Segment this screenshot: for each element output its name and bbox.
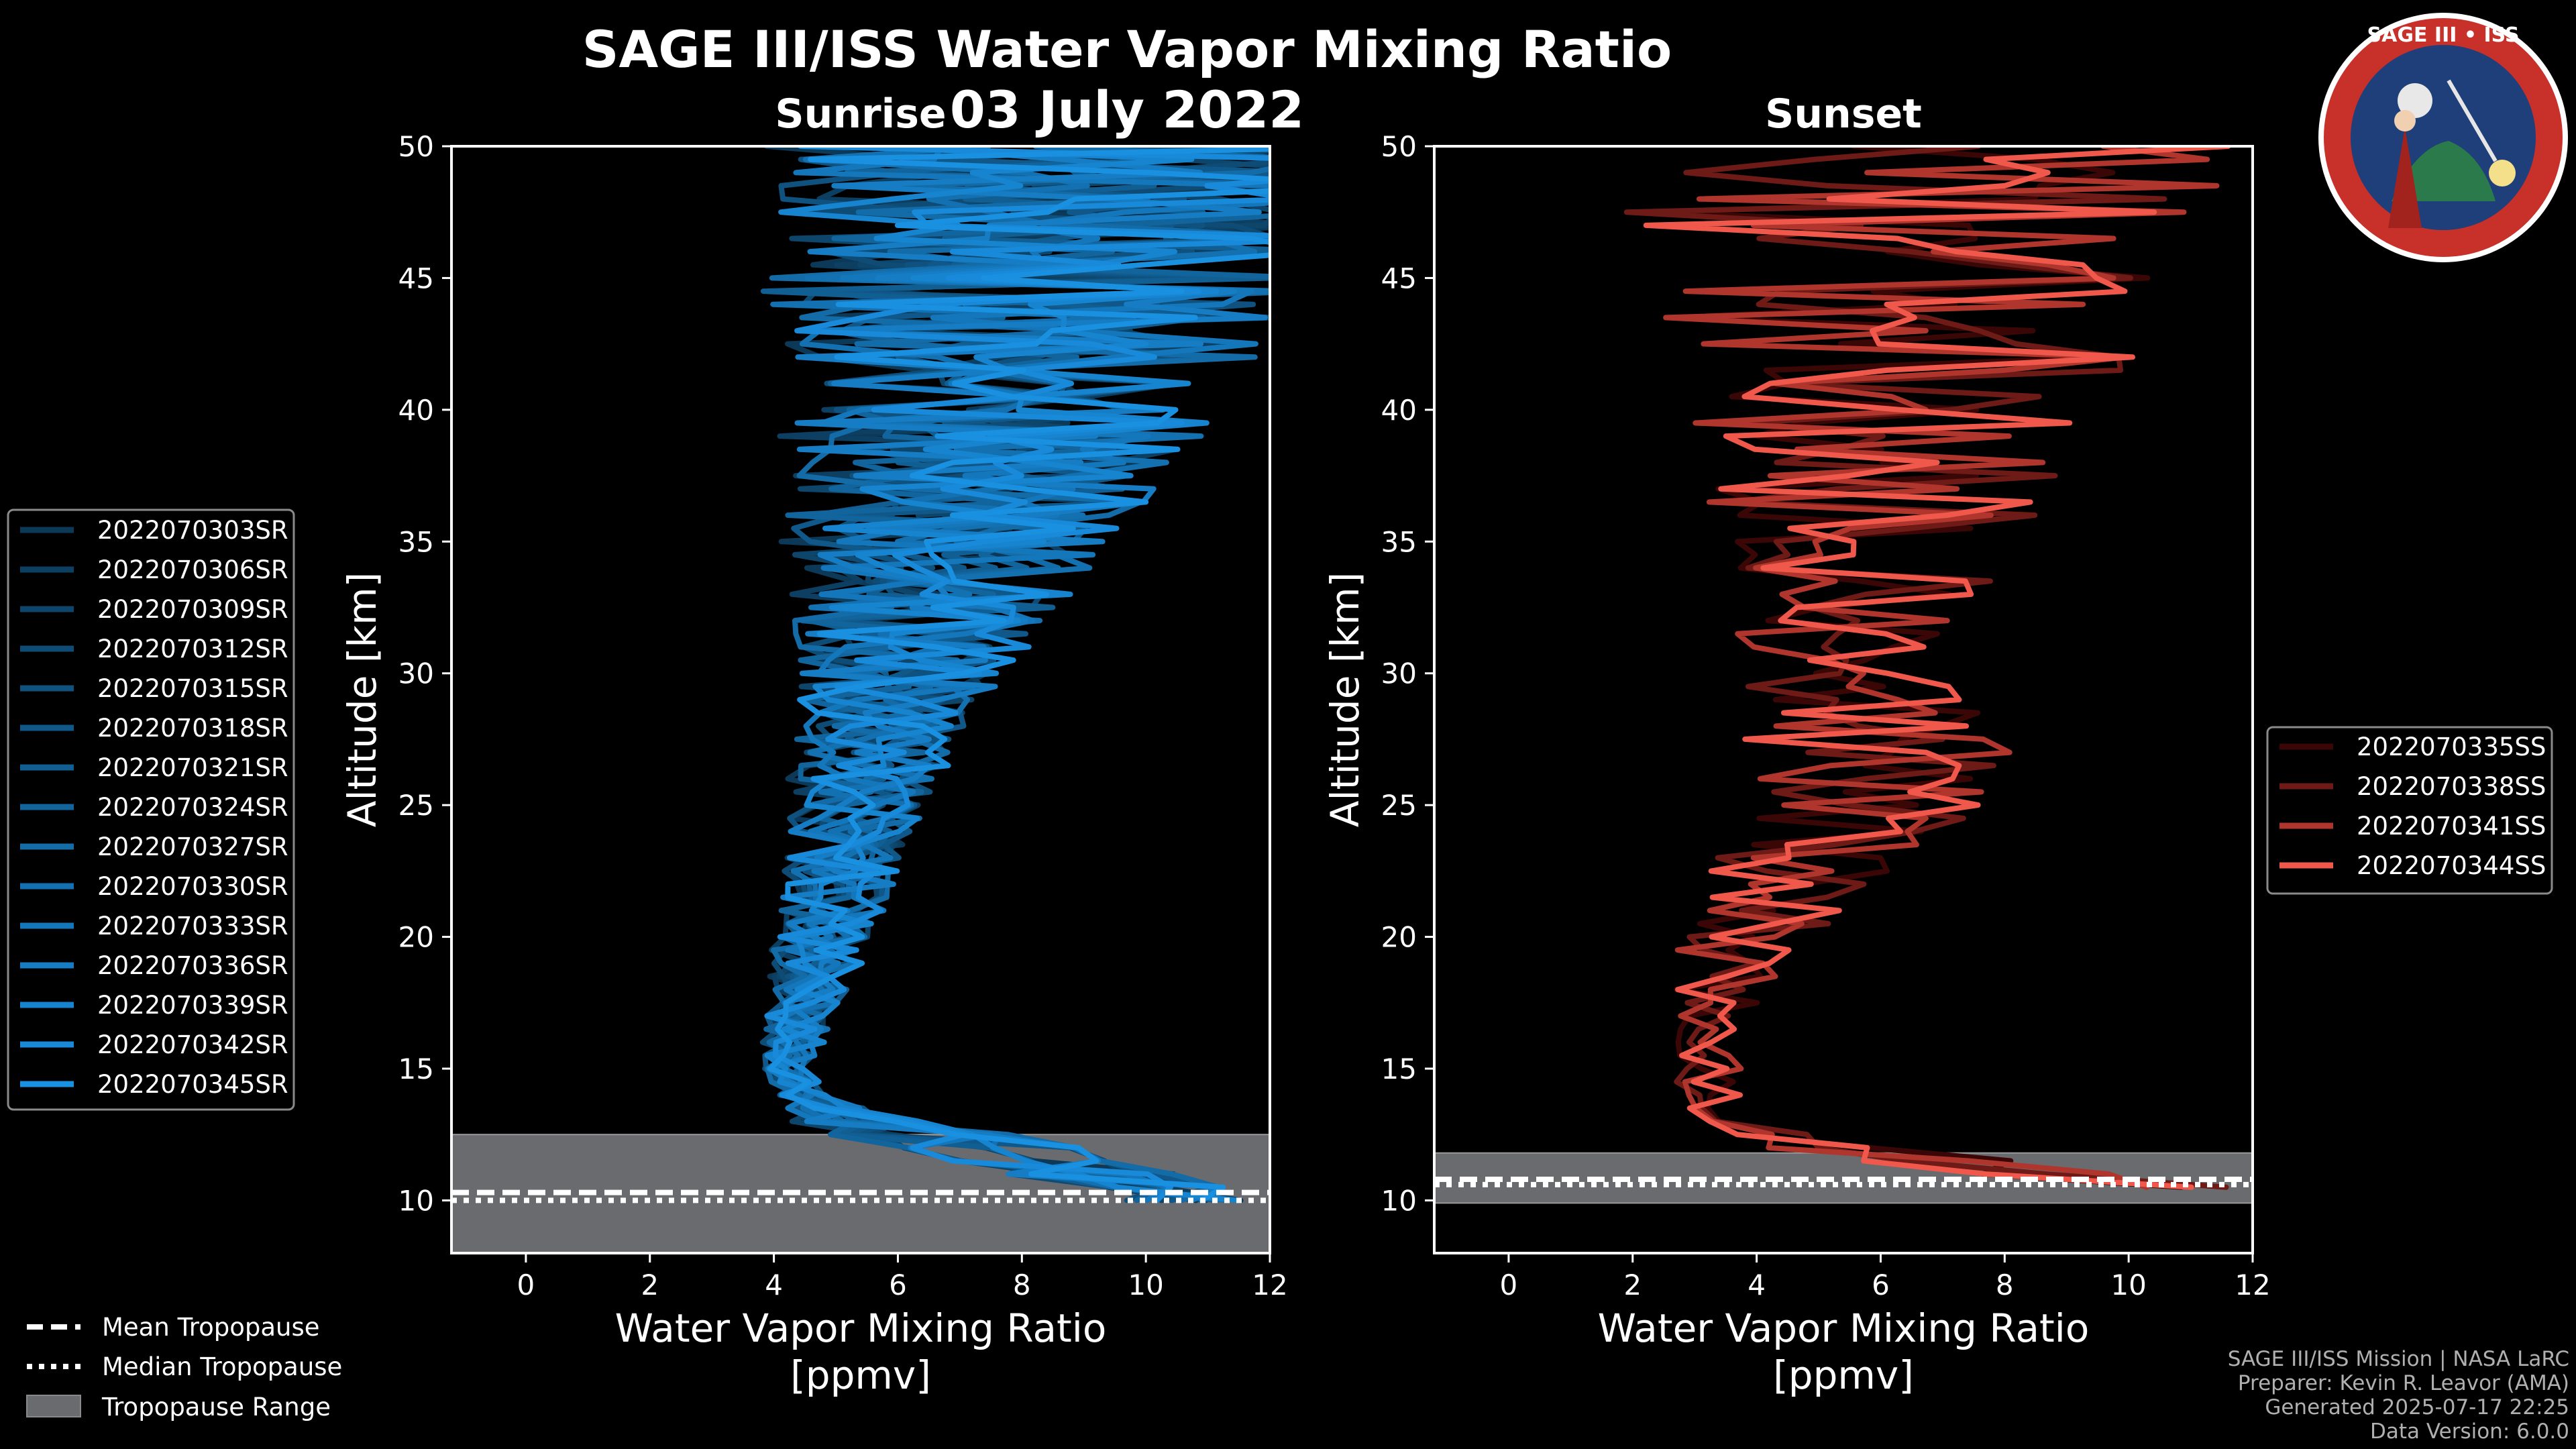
- legend-label-2022070345SR: 2022070345SR: [97, 1070, 288, 1099]
- legend-label-2022070344SS: 2022070344SS: [2357, 851, 2546, 880]
- sunrise-panel-title: Sunrise: [775, 91, 946, 138]
- profile-2022070345SR: [767, 146, 1270, 1203]
- x-tick-label: 4: [1748, 1269, 1766, 1301]
- sunrise-xlabel-units: [ppmv]: [790, 1352, 931, 1398]
- y-tick-label: 30: [1381, 657, 1417, 690]
- legend-label-2022070341SS: 2022070341SS: [2357, 812, 2546, 841]
- x-tick-label: 10: [1128, 1269, 1163, 1301]
- x-tick-label: 6: [1872, 1269, 1890, 1301]
- y-tick-label: 25: [1381, 789, 1417, 822]
- y-tick-label: 45: [1381, 262, 1417, 294]
- sunset-xlabel: Water Vapor Mixing Ratio: [1598, 1305, 2090, 1351]
- tropopause-legend: Mean Tropopause Median Tropopause Tropop…: [26, 1313, 342, 1421]
- y-tick-label: 20: [1381, 921, 1417, 954]
- legend-label-2022070330SR: 2022070330SR: [97, 872, 288, 901]
- x-tick-label: 10: [2110, 1269, 2146, 1301]
- legend-label-2022070342SR: 2022070342SR: [97, 1030, 288, 1059]
- x-tick-label: 12: [2235, 1269, 2270, 1301]
- legend-label-2022070335SS: 2022070335SS: [2357, 733, 2546, 761]
- y-tick-label: 25: [398, 789, 434, 822]
- y-tick-label: 50: [1381, 130, 1417, 163]
- sunrise-ylabel: Altitude [km]: [339, 572, 385, 827]
- sunset-profiles: [1623, 146, 2231, 1190]
- x-tick-label: 4: [765, 1269, 783, 1301]
- sunrise-profiles: [759, 146, 1270, 1203]
- sunset-tropopause-lines: [1434, 1177, 2253, 1187]
- x-tick-label: 2: [1623, 1269, 1642, 1301]
- credit-preparer: Preparer: Kevin R. Leavor (AMA): [2238, 1371, 2569, 1395]
- legend-label-2022070318SR: 2022070318SR: [97, 714, 288, 743]
- sunset-ylabel: Altitude [km]: [1322, 572, 1368, 827]
- y-tick-label: 10: [1381, 1184, 1417, 1217]
- legend-label-2022070336SR: 2022070336SR: [97, 951, 288, 980]
- sunrise-ticks: 0 2 4 6 8 10 12 10 15 20 25 30 35 40 45 50: [398, 130, 1288, 1301]
- tropopause-range-label: Tropopause Range: [101, 1393, 331, 1421]
- y-tick-label: 20: [398, 921, 434, 954]
- y-tick-label: 40: [1381, 394, 1417, 427]
- legend-label-2022070309SR: 2022070309SR: [97, 595, 288, 624]
- legend-label-2022070324SR: 2022070324SR: [97, 793, 288, 822]
- legend-label-2022070306SR: 2022070306SR: [97, 555, 288, 584]
- sunrise-plot-frame: [450, 145, 1271, 1254]
- logo-top-text: SAGE III • ISS: [2367, 23, 2520, 47]
- legend-label-2022070327SR: 2022070327SR: [97, 833, 288, 861]
- sunrise-tropopause-lines: [451, 1189, 1270, 1203]
- figure-title: SAGE III/ISS Water Vapor Mixing Ratio: [582, 19, 1672, 79]
- legend-label-2022070338SS: 2022070338SS: [2357, 772, 2546, 801]
- sunrise-panel: 0 2 4 6 8 10 12 10 15 20 25 30 35 40 45 50 Water Vapor …: [339, 130, 1288, 1398]
- mean-tropopause-label: Mean Tropopause: [102, 1313, 320, 1342]
- figure-date: 03 July 2022: [950, 80, 1304, 140]
- sunset-xlabel-units: [ppmv]: [1773, 1352, 1914, 1398]
- y-tick-label: 50: [398, 130, 434, 163]
- sage-mission-logo: SAGE III • ISS: [2318, 13, 2568, 262]
- y-tick-label: 45: [398, 262, 434, 294]
- sunset-legend: 2022070335SS 2022070338SS 2022070341SS 2022…: [2266, 726, 2553, 895]
- x-tick-label: 0: [1500, 1269, 1518, 1301]
- x-tick-label: 2: [641, 1269, 659, 1301]
- legend-label-2022070321SR: 2022070321SR: [97, 753, 288, 782]
- profile-2022070344SS: [1643, 146, 2231, 1190]
- legend-label-2022070339SR: 2022070339SR: [97, 991, 288, 1020]
- y-tick-label: 35: [398, 525, 434, 558]
- credit-generated: Generated 2025-07-17 22:25: [2265, 1395, 2569, 1419]
- profile-2022070342SR: [764, 146, 1270, 1203]
- legend-label-2022070315SR: 2022070315SR: [97, 674, 288, 703]
- x-tick-label: 8: [1013, 1269, 1031, 1301]
- y-tick-label: 15: [1381, 1053, 1417, 1085]
- y-tick-label: 35: [1381, 525, 1417, 558]
- sunset-panel: 0 2 4 6 8 10 12 10 15 20 25 30 35 40 45 50 Water Vapor …: [1322, 130, 2271, 1398]
- profile-2022070336SR: [766, 146, 1268, 1203]
- x-tick-label: 0: [517, 1269, 535, 1301]
- credits: SAGE III/ISS Mission | NASA LaRC Prepare…: [2228, 1347, 2569, 1444]
- y-tick-label: 10: [398, 1184, 434, 1217]
- x-tick-label: 12: [1252, 1269, 1287, 1301]
- sunset-ticks: 0 2 4 6 8 10 12 10 15 20 25 30 35 40 45 50: [1381, 130, 2271, 1301]
- tropopause-range-swatch: [26, 1395, 81, 1417]
- median-tropopause-label: Median Tropopause: [102, 1352, 342, 1381]
- x-tick-label: 6: [889, 1269, 907, 1301]
- sunset-plot-frame: [1433, 145, 2254, 1254]
- sunrise-legend: 2022070303SR 2022070306SR 2022070309SR 2022…: [7, 508, 295, 1111]
- y-tick-label: 15: [398, 1053, 434, 1085]
- legend-label-2022070303SR: 2022070303SR: [97, 516, 288, 545]
- y-tick-label: 40: [398, 394, 434, 427]
- y-tick-label: 30: [398, 657, 434, 690]
- credit-mission: SAGE III/ISS Mission | NASA LaRC: [2228, 1347, 2569, 1371]
- sunset-panel-title: Sunset: [1765, 91, 1922, 138]
- x-tick-label: 8: [1996, 1269, 2014, 1301]
- legend-label-2022070333SR: 2022070333SR: [97, 912, 288, 941]
- credit-version: Data Version: 6.0.0: [2370, 1419, 2569, 1444]
- sunrise-xlabel: Water Vapor Mixing Ratio: [615, 1305, 1107, 1351]
- logo-inner: [2351, 45, 2536, 230]
- legend-label-2022070312SR: 2022070312SR: [97, 635, 288, 663]
